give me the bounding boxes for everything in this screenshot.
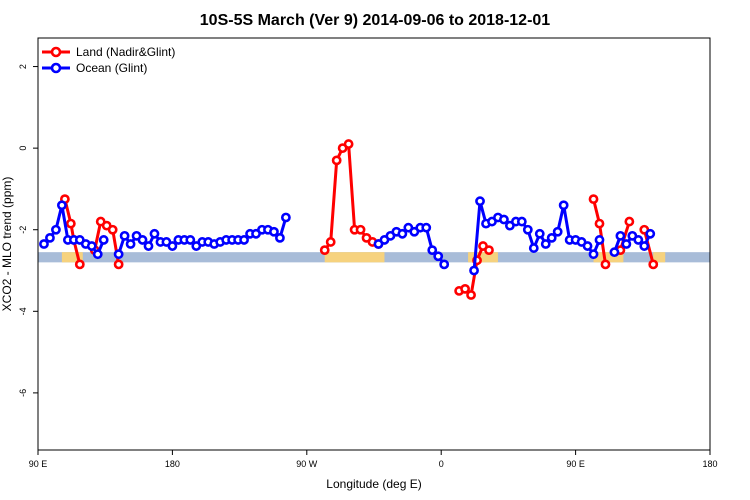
data-point <box>113 249 124 260</box>
y-tick-label: -4 <box>18 307 28 315</box>
data-point <box>113 259 124 270</box>
data-point <box>594 218 605 229</box>
data-point <box>645 228 656 239</box>
plot-series <box>39 139 659 300</box>
data-point <box>65 218 76 229</box>
data-point <box>125 239 136 249</box>
data-point <box>331 155 342 166</box>
data-point <box>546 232 557 243</box>
x-tick-label: 90 E <box>29 459 48 469</box>
data-point <box>119 230 130 241</box>
y-tick-label: -6 <box>18 389 28 397</box>
x-tick-label: 90 E <box>566 459 585 469</box>
data-point <box>466 290 476 300</box>
data-point <box>522 224 533 235</box>
data-point <box>600 259 611 270</box>
legend-label: Land (Nadir&Glint) <box>76 45 175 59</box>
data-point <box>609 247 620 258</box>
y-tick-label: -2 <box>18 226 28 234</box>
legend-label: Ocean (Glint) <box>76 61 147 75</box>
x-tick-label: 180 <box>165 459 180 469</box>
data-point <box>149 228 160 239</box>
data-point <box>74 259 85 270</box>
legend: Land (Nadir&Glint) Ocean (Glint) <box>42 45 175 75</box>
data-point <box>540 239 551 249</box>
data-point <box>92 249 103 260</box>
data-point <box>86 241 97 251</box>
data-point <box>167 241 178 251</box>
data-point <box>624 216 635 227</box>
data-point <box>185 235 196 245</box>
data-point <box>355 224 366 235</box>
data-point <box>107 224 118 235</box>
data-point <box>648 259 659 270</box>
data-point <box>137 235 148 245</box>
x-axis: 90 E 180 90 W 0 90 E 180 <box>29 450 718 469</box>
series-line <box>63 198 82 265</box>
chart-title: 10S-5S March (Ver 9) 2014-09-06 to 2018-… <box>200 12 551 29</box>
x-tick-label: 180 <box>702 459 717 469</box>
data-point <box>143 241 154 251</box>
data-point <box>582 241 593 251</box>
data-point <box>343 139 354 149</box>
data-point <box>39 239 49 249</box>
data-point <box>427 245 438 256</box>
x-tick-label: 90 W <box>296 459 318 469</box>
data-point <box>45 232 55 243</box>
data-point <box>460 283 470 294</box>
data-point <box>469 265 479 276</box>
x-axis-label: Longitude (deg E) <box>326 477 421 491</box>
y-axis: 2 0 -2 -4 -6 <box>18 64 38 397</box>
data-point <box>433 251 444 262</box>
data-point <box>615 230 626 241</box>
data-point <box>484 245 494 256</box>
data-point <box>319 245 330 256</box>
land-band-segment <box>593 252 624 263</box>
y-axis-label: XCO2 - MLO trend (ppm) <box>0 177 14 312</box>
data-point <box>594 235 605 245</box>
data-point <box>516 216 527 227</box>
data-point <box>325 237 336 247</box>
data-point <box>98 235 109 245</box>
land-band-segment <box>653 252 666 263</box>
y-tick-label: 2 <box>18 64 28 69</box>
data-point <box>528 243 539 253</box>
legend-swatch-marker <box>50 62 62 74</box>
data-point <box>552 226 563 237</box>
series-ocean <box>39 196 656 276</box>
data-point <box>588 194 599 205</box>
land-band-segment <box>468 252 498 263</box>
data-point <box>588 249 599 260</box>
data-point <box>639 241 650 251</box>
data-point <box>275 232 285 243</box>
data-point <box>439 259 450 270</box>
data-point <box>499 214 509 225</box>
legend-item-ocean: Ocean (Glint) <box>42 61 147 75</box>
data-point <box>239 235 249 245</box>
plot-frame <box>37 37 711 451</box>
data-point <box>56 200 67 211</box>
data-point <box>397 228 408 239</box>
data-point <box>421 222 432 233</box>
data-point <box>558 200 569 211</box>
reference-band <box>38 252 710 263</box>
data-point <box>280 212 291 223</box>
data-point <box>621 239 632 249</box>
x-tick-label: 0 <box>439 459 444 469</box>
land-band-segment <box>324 252 385 263</box>
data-point <box>534 228 545 239</box>
y-tick-label: 0 <box>18 146 28 151</box>
data-point <box>269 226 279 237</box>
land-band-segment <box>61 252 83 263</box>
data-point <box>475 196 485 207</box>
data-point <box>51 224 61 235</box>
legend-item-land: Land (Nadir&Glint) <box>42 45 175 59</box>
legend-swatch-marker <box>50 46 62 58</box>
data-point <box>633 235 644 245</box>
